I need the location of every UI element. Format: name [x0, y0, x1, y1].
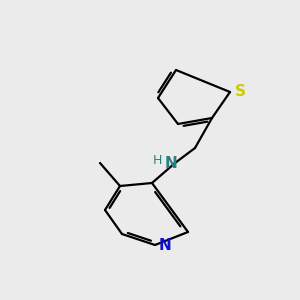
- Text: N: N: [159, 238, 172, 253]
- Text: S: S: [235, 85, 246, 100]
- Text: N: N: [165, 155, 177, 170]
- Text: H: H: [152, 154, 162, 167]
